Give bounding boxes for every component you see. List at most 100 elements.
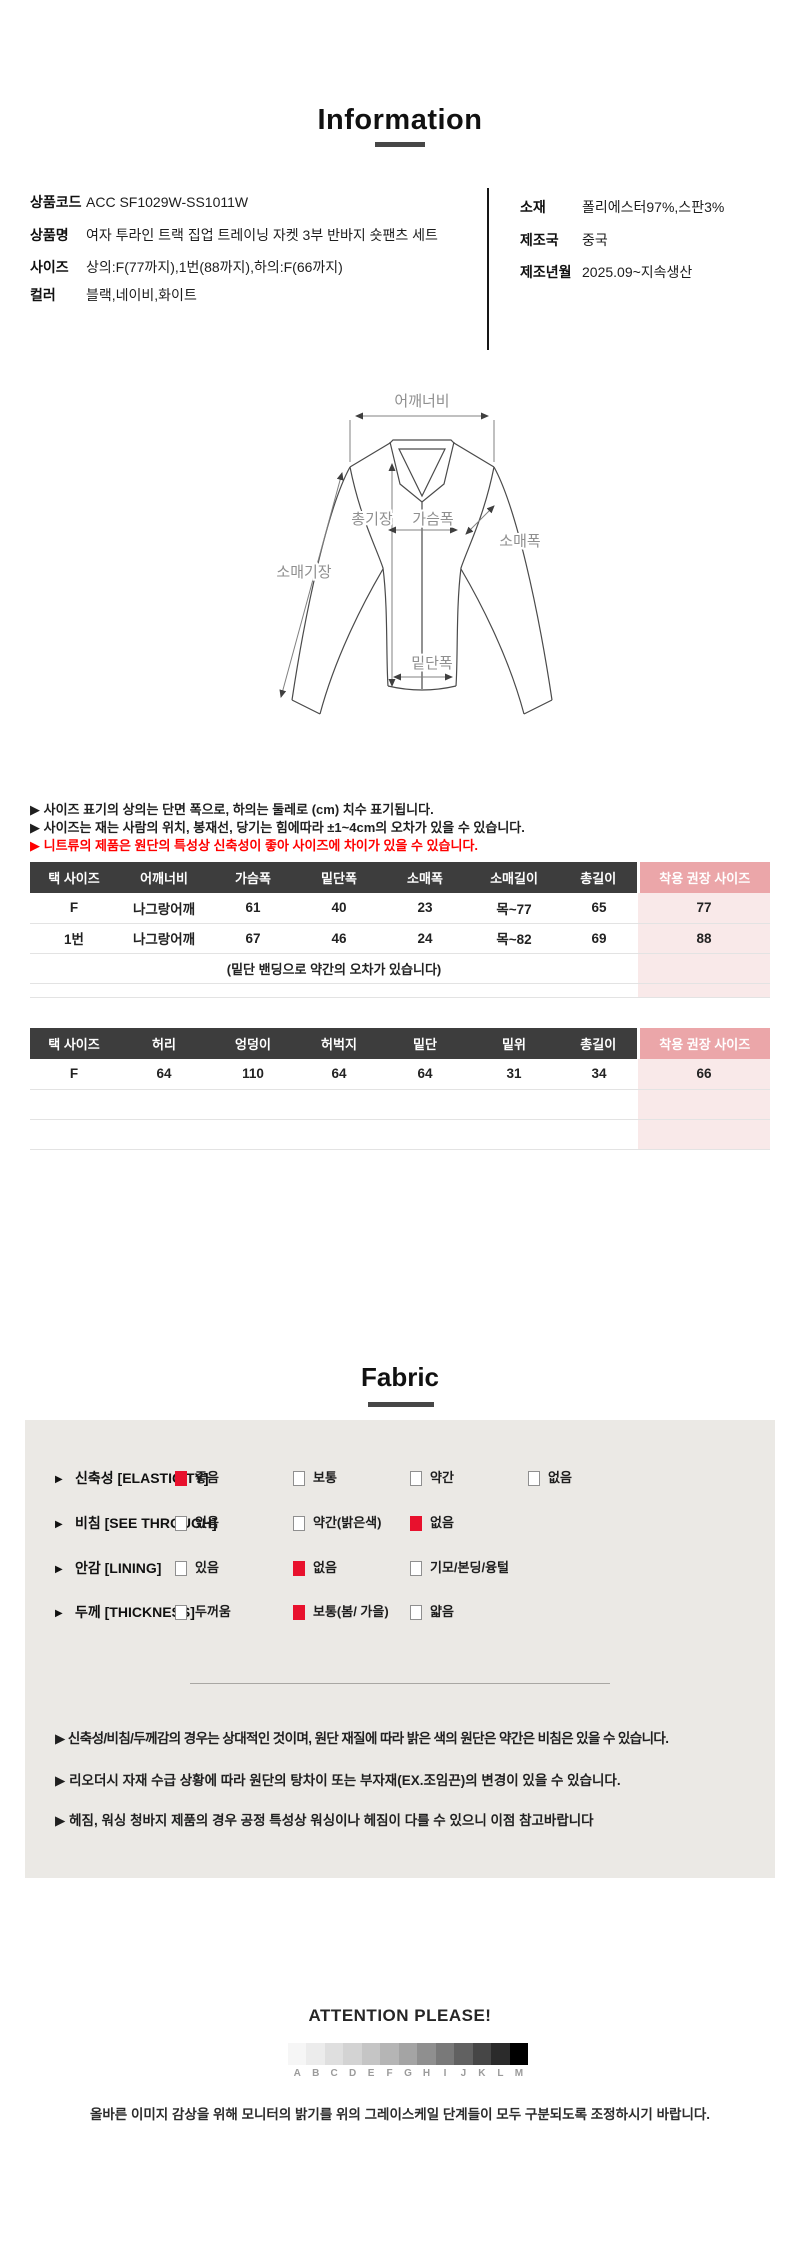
table-note-row: (밑단 밴딩으로 약간의 오차가 있습니다) xyxy=(30,953,770,984)
info-label: 제조국 xyxy=(520,232,559,248)
cell: F xyxy=(30,1059,118,1090)
info-label: 상품명 xyxy=(30,227,69,243)
empty-cell xyxy=(30,1089,638,1120)
table-row: F 64 110 64 64 31 34 66 xyxy=(30,1059,770,1090)
information-title: Information xyxy=(317,104,483,136)
triangle-bullet-icon: ▶ xyxy=(55,1474,63,1485)
fabric-option-label: 없음 xyxy=(313,1560,337,1575)
checkbox-icon xyxy=(293,1560,305,1576)
measurement-arrows xyxy=(279,412,495,698)
cell-recommended-size-empty xyxy=(638,983,770,998)
fabric-note-3: ▶ 헤짐, 워싱 청바지 제품의 경우 공정 특성상 워싱이나 헤짐이 다를 수… xyxy=(55,1813,594,1828)
grayscale-step xyxy=(343,2043,362,2065)
grayscale-step xyxy=(361,2043,381,2065)
cell: 23 xyxy=(382,893,468,924)
fabric-note-1: ▶ 신축성/비침/두께감의 경우는 상대적인 것이며, 원단 재질에 따라 밝은… xyxy=(55,1731,669,1746)
grayscale-letter: A xyxy=(293,2068,301,2079)
grayscale-step xyxy=(417,2043,436,2065)
grayscale-letter: I xyxy=(443,2068,447,2079)
info-row-manufacture-date: 제조년월 2025.09~지속생산 xyxy=(520,264,692,281)
fabric-option: 있음 xyxy=(175,1559,219,1577)
info-row-size: 사이즈 상의:F(77까지),1번(88까지),하의:F(66까지) xyxy=(30,259,343,276)
column-header: 총길이 xyxy=(560,1028,638,1059)
fabric-option-label: 약간(밝은색) xyxy=(313,1515,382,1530)
fabric-option: 없음 xyxy=(293,1559,337,1577)
column-header-recommended-size: 착용 권장 사이즈 xyxy=(636,862,770,893)
grayscale-step xyxy=(435,2043,455,2065)
column-header: 택 사이즈 xyxy=(30,1028,118,1059)
info-label: 소재 xyxy=(520,199,546,215)
fabric-option: 두꺼움 xyxy=(175,1603,231,1621)
cell: 40 xyxy=(296,893,382,924)
empty-row xyxy=(30,983,770,998)
cell: 110 xyxy=(210,1059,296,1090)
fabric-row-elasticity: ▶ 신축성 [ELASTICITY] 좋음 보통 약간 없음 xyxy=(25,1469,775,1487)
grayscale-letter: D xyxy=(349,2068,357,2079)
checkbox-icon xyxy=(528,1470,540,1486)
fabric-option: 없음 xyxy=(410,1514,454,1532)
column-header: 밑위 xyxy=(468,1028,560,1059)
cell: 64 xyxy=(118,1059,210,1090)
pants-size-table: 택 사이즈 허리 엉덩이 허벅지 밑단 밑위 총길이 착용 권장 사이즈 F 6… xyxy=(30,1028,770,1150)
cell: 69 xyxy=(560,923,638,954)
cell: 34 xyxy=(560,1059,638,1090)
diagram-label-total-length: 총기장 xyxy=(351,511,393,528)
empty-row xyxy=(30,1119,770,1150)
diagram-label-sleeve-width: 소매폭 xyxy=(499,533,540,550)
size-note-1: ▶ 사이즈 표기의 상의는 단면 폭으로, 하의는 둘레로 (cm) 치수 표기… xyxy=(30,802,434,817)
fabric-option: 얇음 xyxy=(410,1603,454,1621)
info-value: 중국 xyxy=(582,232,608,248)
cell: 1번 xyxy=(30,923,118,954)
triangle-bullet-icon: ▶ xyxy=(55,1564,63,1575)
cell-recommended-size: 66 xyxy=(638,1059,770,1090)
grayscale-letter: G xyxy=(404,2068,412,2079)
info-label: 컬러 xyxy=(30,287,56,303)
cell: 나그랑어깨 xyxy=(118,893,210,924)
empty-cell xyxy=(30,983,638,998)
cell-recommended-size: 88 xyxy=(638,923,770,954)
fabric-note-2: ▶ 리오더시 자재 수급 상황에 따라 원단의 탕차이 또는 부자재(EX.조임… xyxy=(55,1773,621,1788)
info-row-product-code: 상품코드 ACC SF1029W-SS1011W xyxy=(30,194,248,211)
fabric-option-label: 얇음 xyxy=(430,1604,454,1619)
table-note: (밑단 밴딩으로 약간의 오차가 있습니다) xyxy=(30,953,638,984)
column-header: 가슴폭 xyxy=(210,862,296,893)
grayscale-letter: E xyxy=(367,2068,375,2079)
cell-recommended-size-empty xyxy=(638,953,770,984)
attention-note: 올바른 이미지 감상을 위해 모니터의 밝기를 위의 그레이스케일 단계들이 모… xyxy=(89,2107,711,2122)
grayscale-step xyxy=(398,2043,418,2065)
info-value: 블랙,네이비,화이트 xyxy=(86,287,197,303)
fabric-option: 기모/본딩/융털 xyxy=(410,1559,509,1577)
fabric-option: 없음 xyxy=(528,1469,572,1487)
grayscale-step xyxy=(306,2043,325,2065)
information-title-underline xyxy=(375,142,425,147)
fabric-info-box: ▶ 신축성 [ELASTICITY] 좋음 보통 약간 없음 ▶ 비침 [SEE… xyxy=(25,1420,775,1878)
grayscale-letter: H xyxy=(422,2068,431,2079)
checkbox-icon xyxy=(175,1470,187,1486)
checkbox-icon xyxy=(410,1515,422,1531)
fabric-option-label: 없음 xyxy=(430,1515,454,1530)
fabric-row-label: 두께 [THICKNESS] xyxy=(75,1604,195,1620)
column-header: 허벅지 xyxy=(296,1028,382,1059)
fabric-row-thickness: ▶ 두께 [THICKNESS] 두꺼움 보통(봄/ 가을) 얇음 xyxy=(25,1603,775,1621)
grayscale-letter: J xyxy=(460,2068,467,2079)
checkbox-icon xyxy=(293,1515,305,1531)
info-label: 상품코드 xyxy=(30,194,82,210)
triangle-bullet-icon: ▶ xyxy=(55,1608,63,1619)
empty-row xyxy=(30,1089,770,1120)
grayscale-letter: M xyxy=(514,2068,524,2079)
fabric-row-see-through: ▶ 비침 [SEE THROUGH] 있음 약간(밝은색) 없음 xyxy=(25,1514,775,1532)
column-header: 소매폭 xyxy=(382,862,468,893)
column-header-recommended-size: 착용 권장 사이즈 xyxy=(636,1028,770,1059)
cell: 64 xyxy=(296,1059,382,1090)
column-header: 소매길이 xyxy=(468,862,560,893)
size-note-2: ▶ 사이즈는 재는 사람의 위치, 봉재선, 당기는 힘에따라 ±1~4cm의 … xyxy=(30,820,525,835)
cell: 목~82 xyxy=(468,923,560,954)
fabric-option-label: 보통(봄/ 가을) xyxy=(313,1604,389,1619)
cell: 나그랑어깨 xyxy=(118,923,210,954)
cell: 24 xyxy=(382,923,468,954)
fabric-option-label: 기모/본딩/융털 xyxy=(430,1560,509,1575)
fabric-title-underline xyxy=(368,1402,434,1407)
fabric-option-label: 약간 xyxy=(430,1470,454,1485)
fabric-option-label: 보통 xyxy=(313,1470,337,1485)
